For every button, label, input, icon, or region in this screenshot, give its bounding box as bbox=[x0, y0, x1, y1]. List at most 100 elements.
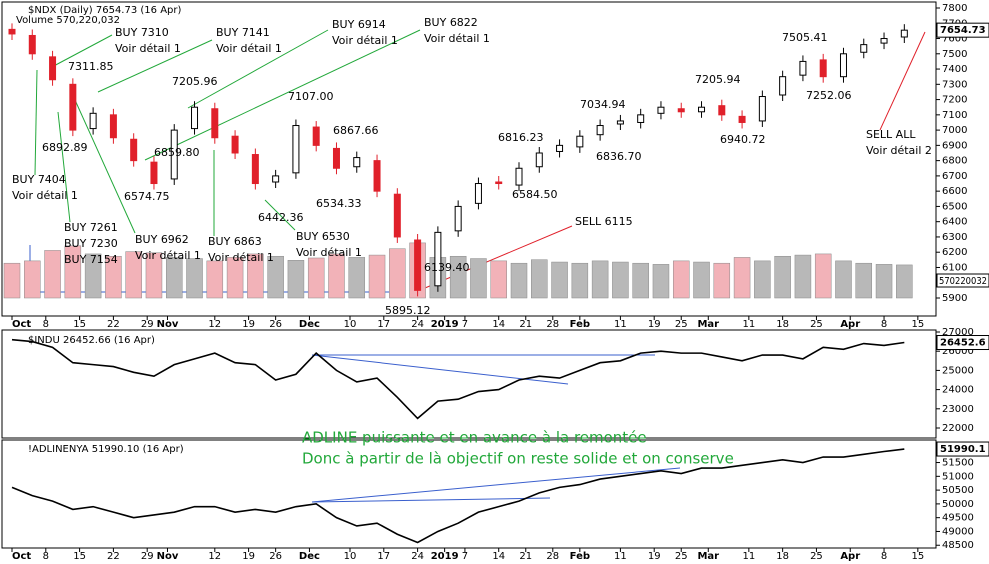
candle-body bbox=[698, 106, 706, 113]
x-tick-label: 22 bbox=[107, 551, 120, 562]
x-tick-label: 15 bbox=[911, 319, 924, 330]
x-tick-label: 12 bbox=[208, 551, 221, 562]
x-tick-label: 15 bbox=[73, 319, 86, 330]
main-frame bbox=[1, 1, 937, 317]
candle-body bbox=[576, 135, 584, 148]
x-tick-label: Oct bbox=[12, 551, 31, 562]
x-tick-label: 25 bbox=[810, 551, 823, 562]
last-value-box bbox=[936, 22, 989, 38]
volume-bar bbox=[551, 261, 568, 299]
candle-body bbox=[231, 135, 239, 154]
x-tick-label: 10 bbox=[344, 319, 357, 330]
y-tick-label: 7100 bbox=[942, 110, 967, 121]
trend-line bbox=[311, 497, 551, 503]
candle-body bbox=[150, 161, 158, 185]
candle-body bbox=[8, 28, 16, 35]
volume-bar bbox=[754, 260, 771, 299]
arrow bbox=[74, 99, 136, 234]
candle-body bbox=[637, 114, 645, 123]
y-tick-label: 6600 bbox=[942, 186, 967, 197]
x-tick-label: 11 bbox=[742, 319, 755, 330]
x-tick-label: 11 bbox=[614, 319, 627, 330]
candle-body bbox=[474, 183, 482, 204]
volume-bar bbox=[591, 260, 609, 299]
candle-body bbox=[251, 154, 259, 185]
signal-label: BUY 6530 bbox=[296, 230, 350, 243]
y-tick-label: 25000 bbox=[942, 365, 974, 376]
signal-label: BUY 7230 bbox=[64, 237, 118, 250]
candle-body bbox=[89, 112, 97, 130]
x-tick-label: 29 bbox=[141, 551, 154, 562]
volume-bar bbox=[165, 257, 183, 299]
y-tick-label: 7200 bbox=[942, 95, 967, 106]
x-tick-label: 19 bbox=[648, 551, 661, 562]
y-tick-label: 6200 bbox=[942, 247, 967, 258]
x-tick-label: 11 bbox=[742, 551, 755, 562]
price-label: 6534.33 bbox=[316, 197, 362, 210]
volume-bar bbox=[287, 260, 305, 299]
trend-line bbox=[311, 467, 681, 503]
signal-label: BUY 6962 bbox=[135, 233, 189, 246]
volume-bar bbox=[612, 261, 629, 299]
candle-body bbox=[819, 59, 827, 78]
candle-body bbox=[900, 29, 908, 38]
arrow bbox=[34, 69, 38, 176]
candle-body bbox=[211, 108, 219, 139]
x-tick-label: 26 bbox=[269, 551, 282, 562]
volume-bar bbox=[733, 257, 751, 299]
signal-label: Voir détail 1 bbox=[332, 34, 398, 47]
x-tick-label: 14 bbox=[492, 551, 505, 562]
x-tick-label: 2019 bbox=[431, 551, 459, 562]
signal-label: BUY 6822 bbox=[424, 16, 478, 29]
candle-body bbox=[191, 106, 199, 130]
volume-bar bbox=[206, 260, 224, 299]
price-label: 6574.75 bbox=[124, 190, 170, 203]
candle-body bbox=[738, 115, 746, 123]
signal-label: Voir détail 1 bbox=[12, 189, 78, 202]
y-tick-label: 6100 bbox=[942, 262, 967, 273]
y-tick-label: 6400 bbox=[942, 217, 967, 228]
last-value-label: 26452.6 bbox=[940, 338, 986, 349]
candle-body bbox=[616, 120, 624, 125]
volume-bar bbox=[44, 250, 61, 299]
signal-label: BUY 7141 bbox=[216, 26, 270, 39]
series-line bbox=[11, 338, 905, 420]
candle-body bbox=[28, 34, 36, 55]
trend-line bbox=[311, 354, 569, 385]
volume-last-box bbox=[936, 273, 989, 288]
x-tick-label: Apr bbox=[840, 551, 860, 562]
volume-bar bbox=[571, 262, 589, 299]
commentary: ADLINE puissante et en avance à la remon… bbox=[302, 429, 647, 447]
price-label: 6139.40 bbox=[424, 261, 470, 274]
panel-title: !ADLINENYA 51990.10 (16 Apr) bbox=[28, 444, 184, 455]
y-tick-label: 6500 bbox=[942, 201, 967, 212]
x-tick-label: 8 bbox=[881, 319, 887, 330]
panel-title: $INDU 26452.66 (16 Apr) bbox=[28, 335, 155, 346]
volume-bar bbox=[84, 253, 102, 299]
volume-bar bbox=[875, 264, 893, 299]
y-tick-label: 23000 bbox=[942, 404, 974, 415]
last-value-label: 51990.1 bbox=[940, 444, 986, 455]
y-tick-label: 6700 bbox=[942, 171, 967, 182]
y-tick-label: 7500 bbox=[942, 49, 967, 60]
volume-bar bbox=[125, 251, 142, 299]
volume-bar bbox=[693, 261, 710, 299]
panel-title: $NDX (Daily) 7654.73 (16 Apr) bbox=[28, 5, 181, 16]
x-tick-label: Mar bbox=[697, 551, 719, 562]
y-tick-label: 24000 bbox=[942, 385, 974, 396]
price-label: 7505.41 bbox=[782, 31, 828, 44]
signal-label: Voir détail 1 bbox=[424, 32, 490, 45]
volume-bar bbox=[389, 248, 406, 299]
adline-frame bbox=[1, 439, 937, 549]
price-label: 6816.23 bbox=[498, 131, 544, 144]
candle-body bbox=[799, 60, 807, 76]
y-tick-label: 5900 bbox=[942, 293, 967, 304]
x-tick-label: 14 bbox=[492, 319, 505, 330]
candle-body bbox=[880, 38, 888, 44]
x-tick-label: Nov bbox=[157, 319, 179, 330]
x-tick-label: Nov bbox=[157, 551, 179, 562]
candle-body bbox=[596, 125, 604, 136]
signal-label: Voir détail 1 bbox=[216, 42, 282, 55]
arrow bbox=[97, 39, 213, 93]
